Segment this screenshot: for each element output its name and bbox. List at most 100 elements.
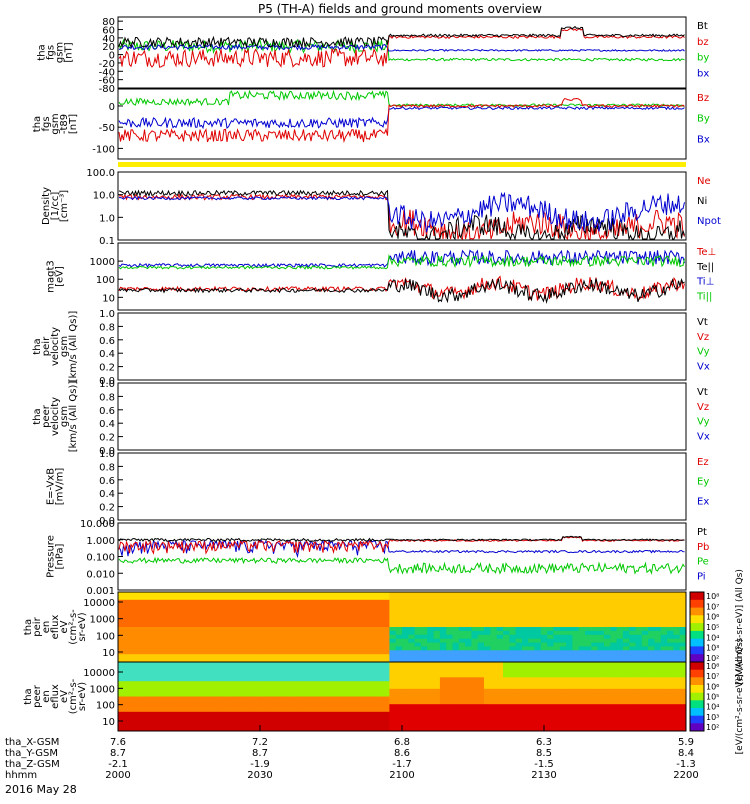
peer_en-cell [534, 727, 542, 732]
peir_en-cell [566, 619, 573, 624]
peir_en-cell [673, 623, 681, 628]
peer_en-cell [604, 677, 611, 682]
peir_en-cell [181, 615, 188, 620]
peir_en-cell [673, 630, 681, 636]
peer_en-cell [275, 677, 283, 682]
peer_en-cell [635, 688, 643, 694]
peir_v-ytick-label: 0.0 [99, 376, 115, 387]
peer_en-cell [118, 700, 125, 705]
peir_en-cell [200, 623, 207, 628]
peer_en-cell [269, 692, 277, 697]
peer_en-cell [376, 662, 384, 667]
peer_en-cell [351, 665, 359, 671]
peir_en-cell [212, 592, 220, 597]
peir_en-cell [124, 658, 132, 663]
peir_en-cell [534, 603, 542, 609]
peir_en-cell [610, 627, 618, 632]
peer_en-cell [503, 692, 510, 697]
peer_en-cell [345, 696, 352, 701]
peir_en-cell [345, 654, 352, 659]
peir_en-cell [364, 627, 371, 632]
peir_en-cell [149, 642, 157, 647]
peer_en-cell [591, 711, 599, 717]
peer_en-cell [389, 723, 397, 728]
peer_en-cell [307, 685, 315, 690]
peer_en-cell [427, 688, 434, 694]
peir_en-cell [301, 611, 308, 616]
peer_en-cell [187, 665, 195, 671]
peir_en-cell [376, 650, 384, 655]
peer_en-cell [629, 696, 636, 701]
peer_en-cell [357, 692, 365, 697]
peer_en-cell [610, 681, 618, 686]
peir_en-cell [263, 654, 270, 659]
peir_en-cell [143, 638, 150, 644]
peir_en-cell [244, 611, 251, 616]
colorbar-bottom-frame [689, 661, 705, 732]
peer_en-cell [528, 704, 535, 709]
peir_en-cell [484, 627, 491, 632]
peir_en-cell [282, 634, 289, 640]
peer_en-cell [402, 708, 409, 713]
peer_en-cell [616, 704, 624, 709]
peer_en-cell [654, 711, 662, 717]
peer_en-cell [420, 692, 428, 697]
peir_en-cell [288, 615, 296, 620]
colorbar-bottom-band [690, 685, 704, 694]
peir_en-cell [269, 592, 277, 597]
peer_v-legend-Vt: Vt [697, 387, 708, 398]
peir_en-cell [660, 642, 668, 647]
peer_en-cell [263, 688, 270, 694]
peir_en-cell [446, 599, 453, 605]
peir_en-cell [212, 650, 220, 655]
peir_en-cell [629, 623, 636, 628]
peir_en-cell [667, 619, 674, 624]
peer_en-cell [351, 681, 359, 686]
peir_en-cell [515, 615, 523, 620]
peir_en-cell [376, 592, 384, 597]
peir_en-cell [124, 607, 132, 612]
peer_en-cell [149, 685, 157, 690]
peir_en-cell [427, 634, 434, 640]
density-frame [117, 171, 687, 241]
peer_en-cell [395, 669, 403, 674]
fgs-ytick-label: -40 [99, 67, 115, 78]
peer_en-cell [604, 662, 611, 667]
peir_en-cell [515, 595, 523, 601]
peir_en-cell [275, 650, 283, 655]
peir_en-cell [225, 611, 233, 616]
peir_en-cell [206, 627, 214, 632]
peir_en-ylabel-line: (cm²-s- [68, 609, 79, 645]
peer_en-cell [294, 681, 302, 686]
peir_en-cell [193, 592, 201, 597]
peir_en-cell [654, 599, 662, 605]
peer_en-cell [420, 715, 428, 720]
peer_en-cell [326, 662, 334, 667]
pressure-ylabel-line: [nPa] [55, 543, 66, 569]
peir_en-cell [395, 615, 403, 620]
peir_en-cell [326, 630, 334, 636]
peir_en-cell [414, 595, 422, 601]
peir_en-cell [370, 630, 378, 636]
peir_en-cell [585, 599, 592, 605]
peer_en-cell [149, 688, 157, 694]
peir_en-cell [124, 595, 132, 601]
peer_en-cell [578, 708, 586, 713]
peir_en-cell [320, 638, 327, 644]
peir_en-cell [496, 619, 504, 624]
peer_en-cell [130, 696, 138, 701]
peir_en-cell [225, 599, 233, 605]
peer_en-cell [162, 673, 169, 678]
peir_en-cell [345, 611, 352, 616]
peer_en-cell [307, 719, 315, 724]
peer_en-cell [477, 715, 485, 720]
peir_en-cell [597, 650, 605, 655]
peer_en-cell [673, 719, 681, 724]
peer_en-cell [136, 715, 144, 720]
peer_en-cell [200, 665, 207, 671]
peir_en-cell [465, 607, 472, 612]
peir_en-cell [124, 634, 132, 640]
peir_en-cell [591, 658, 599, 663]
peer_en-cell [181, 677, 188, 682]
peer_en-cell [118, 692, 125, 697]
